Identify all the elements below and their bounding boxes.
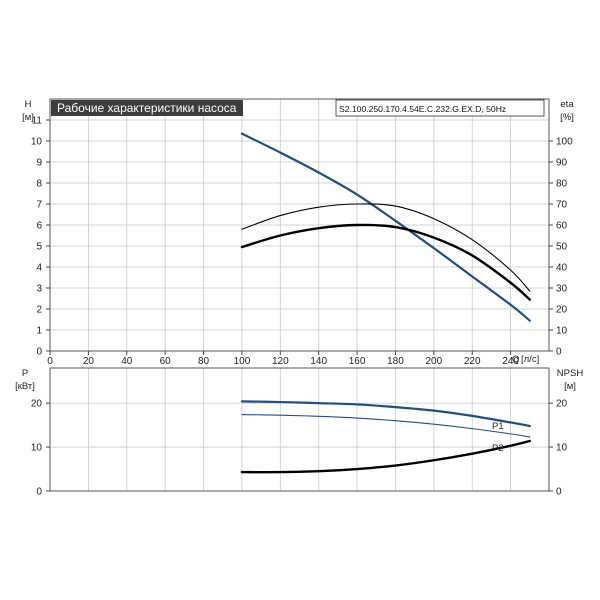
left-tick-label: 4 [36,263,42,274]
right-tick-label: 10 [556,443,568,454]
x-axis-label-q: Q [512,354,519,365]
left-tick-label: 7 [36,200,42,211]
x-tick-label: 240 [502,356,519,367]
right-tick-label: 10 [556,326,568,337]
x-tick-label: 40 [121,356,133,367]
series-line-p2 [241,414,531,438]
right-axis-unit-eta: [%] [560,112,574,123]
right-tick-label: 70 [556,200,568,211]
right-tick-label: 0 [556,347,562,358]
right-tick-label: 60 [556,221,568,232]
right-axis-unit-npsh: [м] [564,381,576,392]
series-line-head [240,132,531,322]
right-tick-label: 90 [556,158,568,169]
x-tick-label: 0 [47,356,53,367]
right-tick-label: 100 [556,137,573,148]
x-tick-label: 140 [310,356,327,367]
upper-x-axis-ticks: 0 20 40 60 80 100 120 140 160 180 200 220 240 [47,351,519,367]
left-tick-label: 11 [32,116,43,127]
lower-right-axis-ticks: 0 10 20 [549,399,568,498]
left-tick-label: 3 [36,284,42,295]
left-tick-label: 9 [36,158,42,169]
right-tick-label: 30 [556,284,568,295]
chart-title-box [51,100,243,116]
right-axis-label-npsh: NPSH [557,368,584,379]
upper-left-axis-ticks: 0 1 2 3 4 5 6 7 8 9 10 11 [31,116,50,358]
model-label-box [335,99,545,117]
model-label: S2.100.250.170.4.54E.C.232.G.EX.D, 50Hz [339,104,506,114]
left-tick-label: 2 [36,305,42,316]
legend-label-p1: P1 [492,421,504,432]
left-tick-label: 8 [36,179,42,190]
right-tick-label: 0 [556,487,562,498]
series-line-efficiency-thin [241,203,531,292]
lower-panel: 0 10 20 0 10 20 P [кВт] NPSH [м] P1 P2 [15,367,584,498]
lower-left-axis-ticks: 0 10 20 [31,399,50,498]
left-axis-unit-p: [кВт] [15,381,35,392]
right-tick-label: 50 [556,242,568,253]
chart-title: Рабочие характеристики насоса [57,101,237,115]
x-axis-unit-q: [л/с] [521,354,539,365]
left-axis-label-p: P [22,368,28,379]
x-tick-label: 100 [234,356,251,367]
x-tick-label: 20 [83,356,95,367]
right-tick-label: 40 [556,263,568,274]
left-tick-label: 0 [36,347,42,358]
x-tick-label: 220 [464,356,481,367]
x-tick-label: 160 [349,356,366,367]
legend-label-p2: P2 [492,443,504,454]
left-tick-label: 10 [31,137,43,148]
upper-right-axis-ticks: 0 10 20 30 40 50 60 70 80 90 100 [549,137,573,358]
series-line-efficiency-thick [240,223,532,301]
left-tick-label: 10 [31,443,43,454]
x-tick-label: 80 [198,356,210,367]
right-tick-label: 80 [556,179,568,190]
series-line-npsh [240,439,532,474]
right-tick-label: 20 [556,399,568,410]
x-tick-label: 180 [387,356,404,367]
lower-series-group [240,400,532,474]
left-tick-label: 6 [36,221,42,232]
x-tick-label: 120 [272,356,289,367]
upper-panel: 0 1 2 3 4 5 6 7 8 9 10 11 0 10 20 30 40 50 60 70 80 90 100 0 2… [22,98,574,367]
left-axis-unit-h: [м] [22,112,34,123]
x-tick-label: 200 [426,356,443,367]
left-axis-label-h: H [25,99,32,110]
left-tick-label: 20 [31,399,43,410]
right-tick-label: 20 [556,305,568,316]
left-tick-label: 1 [36,326,42,337]
upper-grid [50,99,549,351]
upper-series-group [240,132,532,322]
x-tick-label: 60 [160,356,172,367]
left-tick-label: 0 [36,487,42,498]
lower-plot-frame [49,367,550,492]
series-line-p1 [240,400,531,428]
right-axis-label-eta: eta [560,99,574,110]
left-tick-label: 5 [36,242,42,253]
